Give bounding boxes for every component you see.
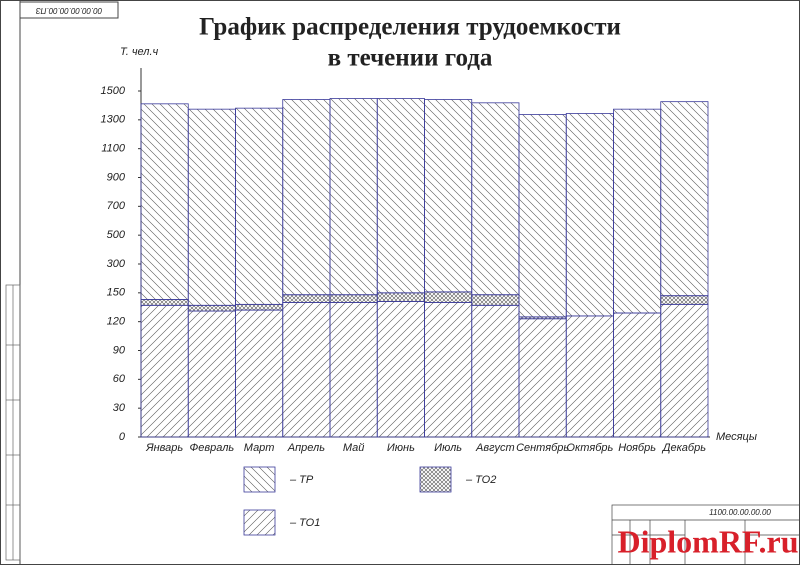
- bar-segment: [518, 318, 567, 438]
- y-axis-label: Т. чел.ч: [120, 46, 159, 58]
- bar-segment: [329, 294, 378, 303]
- y-tick-label: 1300: [101, 114, 126, 126]
- x-tick-label: Июнь: [387, 442, 415, 454]
- chart-title: График распределения трудоемкости: [199, 14, 621, 41]
- bar-segment: [282, 302, 331, 438]
- bar-segment: [471, 102, 520, 296]
- bar-segment: [613, 108, 662, 314]
- y-tick-label: 500: [107, 229, 126, 241]
- bar-segment: [235, 107, 284, 305]
- y-tick-label: 0: [119, 431, 126, 443]
- legend-swatch: [419, 466, 452, 493]
- bar-segment: [660, 101, 709, 297]
- side-strip: [5, 284, 21, 561]
- x-tick-label: Март: [244, 442, 275, 454]
- bar-segment: [424, 291, 473, 303]
- x-tick-label: Май: [343, 442, 365, 454]
- bar-segment: [187, 310, 236, 438]
- bar-segment: [187, 304, 236, 312]
- bar-segment: [471, 294, 520, 306]
- bar-segment: [282, 99, 331, 296]
- code-box: [19, 1, 119, 19]
- x-axis-label: Месяцы: [716, 431, 757, 443]
- bar-segment: [565, 113, 614, 317]
- legend-swatch: [243, 466, 276, 493]
- bar-segment: [140, 103, 189, 300]
- x-tick-label: Октябрь: [566, 442, 613, 454]
- y-tick-label: 300: [107, 258, 126, 270]
- bar-segment: [329, 98, 378, 296]
- y-tick-label: 90: [113, 344, 126, 356]
- bar-segment: [235, 309, 284, 438]
- y-tick-label: 30: [113, 402, 126, 414]
- chart-title: в течении года: [328, 45, 493, 72]
- bar-segment: [660, 303, 709, 438]
- x-tick-label: Июль: [434, 442, 462, 454]
- y-tick-label: 900: [107, 171, 126, 183]
- x-tick-label: Декабрь: [661, 442, 706, 454]
- bar-segment: [235, 303, 284, 311]
- bar-segment: [140, 299, 189, 306]
- bar-segment: [424, 302, 473, 438]
- legend-label: – ТО1: [289, 517, 320, 529]
- x-tick-label: Февраль: [190, 442, 235, 454]
- watermark: DiplomRF.ru: [617, 523, 798, 559]
- bar-segment: [282, 294, 331, 303]
- bar-segment: [376, 292, 425, 302]
- bar-segment: [424, 99, 473, 293]
- bar-segment: [329, 302, 378, 438]
- bar-segment: [376, 98, 425, 294]
- x-tick-label: Апрель: [287, 442, 325, 454]
- legend-label: – ТР: [289, 474, 314, 486]
- bar-segment: [660, 295, 709, 305]
- x-tick-label: Ноябрь: [618, 442, 656, 454]
- y-tick-label: 60: [113, 373, 126, 385]
- bar-segment: [565, 315, 614, 438]
- y-tick-label: 150: [107, 287, 126, 299]
- bar-segment: [518, 114, 567, 318]
- bar-segment: [187, 108, 236, 306]
- bar-segment: [376, 301, 425, 438]
- y-tick-label: 700: [107, 200, 126, 212]
- bar-segment: [140, 304, 189, 438]
- x-tick-label: Январь: [145, 442, 183, 454]
- x-tick-label: Сентябрь: [516, 442, 569, 454]
- legend-swatch: [243, 509, 276, 536]
- document-code: 00.00.00.00.00.ПЗ: [36, 6, 102, 15]
- y-tick-label: 1100: [101, 143, 126, 155]
- y-tick-label: 120: [107, 316, 126, 328]
- legend-label: – ТО2: [465, 474, 496, 486]
- x-tick-label: Август: [475, 442, 515, 454]
- bar-segment: [613, 312, 662, 438]
- bar-segment: [471, 304, 520, 438]
- stamp: [611, 504, 800, 565]
- y-tick-label: 1500: [101, 85, 126, 97]
- stamp-code: 1100.00.00.00.00: [709, 508, 771, 517]
